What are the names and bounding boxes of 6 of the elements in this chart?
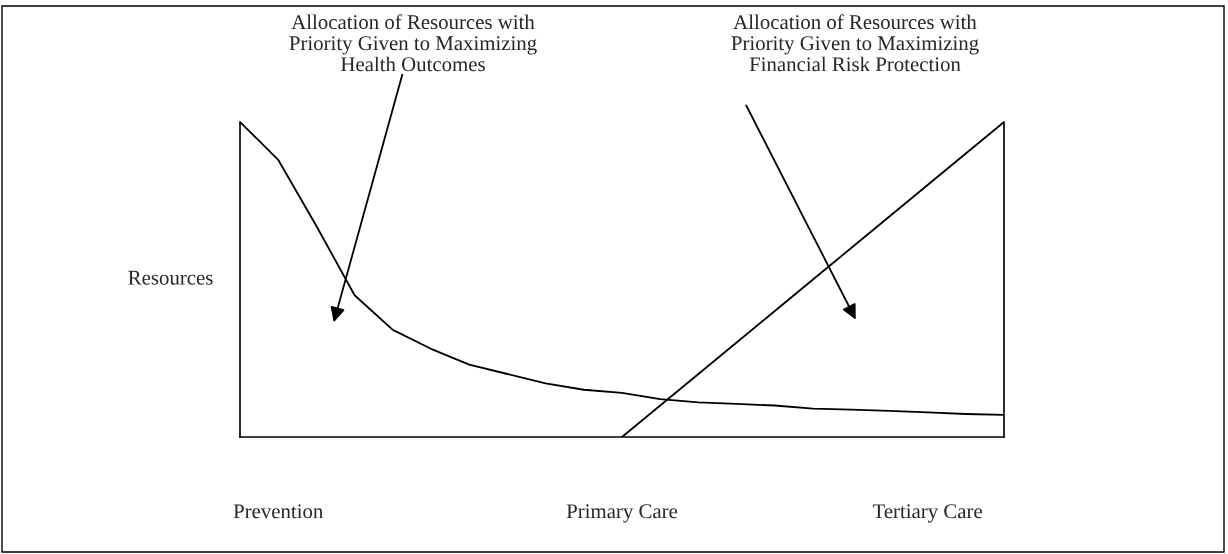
y-axis-title: Resources xyxy=(128,270,213,285)
x-tick-label: Prevention xyxy=(233,504,324,519)
text: Allocation of Resources with Priority Given to Maximizing Financial Risk Protection xyxy=(731,14,979,72)
x-tick-label: Primary Care xyxy=(566,504,678,523)
text: Allocation of Resources with Priority Given to Maximizing Health Outcomes xyxy=(289,14,537,72)
x-tick-label: Tertiary Care xyxy=(872,504,982,523)
